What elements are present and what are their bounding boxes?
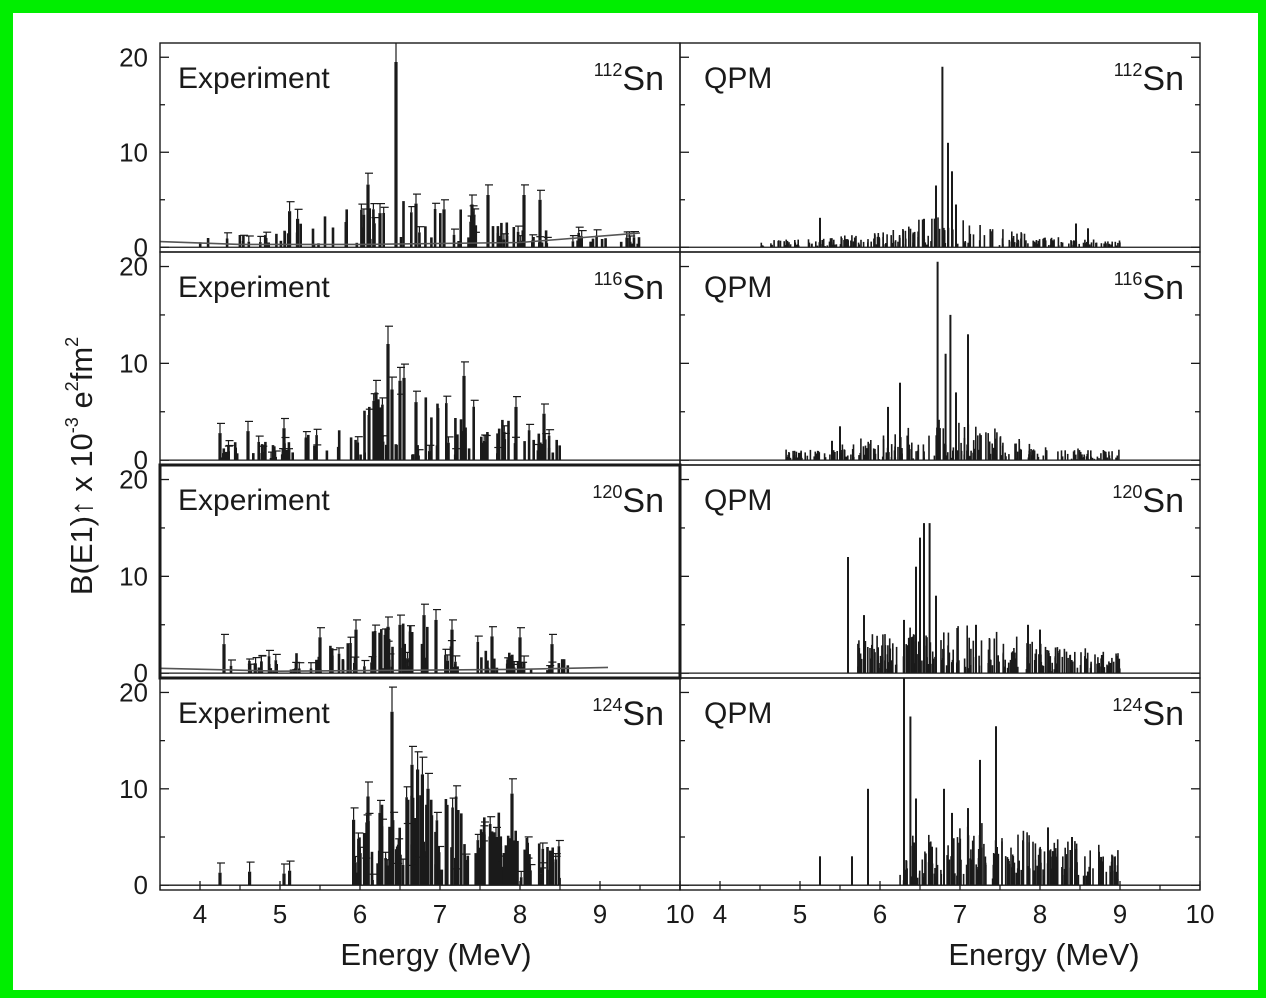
x-tick-label: 5 [273, 899, 287, 929]
panel-label: QPM [704, 484, 772, 517]
y-axis-title-part-2: x 10 [64, 433, 99, 500]
panel-border [679, 677, 1201, 891]
y-axis-title: B(E1)↑ x 10-3 e2fm2 [62, 337, 99, 595]
isotope-label: 112Sn [594, 60, 664, 98]
isotope-mass: 112 [594, 60, 623, 80]
y-axis-title-part-5: 2 [62, 381, 82, 391]
isotope-mass: 120 [592, 482, 622, 502]
isotope-mass: 124 [1112, 695, 1142, 715]
y-tick-label: 20 [119, 677, 148, 707]
background-curve [160, 666, 609, 673]
panel-label: Experiment [178, 697, 330, 730]
x-tick-label: 9 [593, 899, 607, 929]
panel-exp-124: 0 10 20 4 5 6 7 8 9 10 Experiment 124Sn [119, 677, 694, 929]
stick-spectrum [847, 523, 1121, 674]
y-axis-title-part-0: B(E1) [64, 516, 99, 595]
y-axis-title-part-7: 2 [62, 337, 82, 347]
x-tick-label: 8 [513, 899, 527, 929]
isotope-mass: 112 [1114, 60, 1143, 80]
isotope-element: Sn [622, 269, 664, 307]
y-tick-label: 20 [119, 465, 148, 495]
y-tick-label: 10 [119, 561, 148, 591]
background-curve [160, 232, 641, 246]
isotope-label: 112Sn [1114, 60, 1184, 98]
isotope-element: Sn [622, 695, 664, 733]
panel-exp-112: 0 10 20 Experiment 112Sn [119, 42, 681, 262]
panel-label: Experiment [178, 62, 330, 95]
panel-label: QPM [704, 271, 772, 304]
y-tick-label: 20 [119, 252, 148, 282]
x-tick-label: 10 [1186, 899, 1215, 929]
isotope-label: 124Sn [1112, 695, 1184, 733]
isotope-element: Sn [1142, 695, 1184, 733]
x-tick-label: 7 [953, 899, 967, 929]
x-tick-label: 7 [433, 899, 447, 929]
isotope-label: 116Sn [594, 269, 664, 307]
y-axis-title-part-4: e [64, 391, 99, 417]
x-tick-label: 6 [353, 899, 367, 929]
stick-spectrum [160, 603, 609, 674]
isotope-label: 120Sn [592, 482, 664, 520]
y-tick-label: 20 [119, 42, 148, 72]
stick-spectrum [819, 678, 1119, 886]
y-tick-label: 0 [134, 445, 148, 475]
xlabel-right: Energy (MeV) [948, 937, 1139, 972]
isotope-mass: 124 [592, 695, 622, 715]
isotope-element: Sn [1142, 60, 1184, 98]
panel-qpm-116: QPM 116Sn [679, 251, 1201, 466]
y-tick-label: 0 [134, 870, 148, 900]
x-tick-label: 5 [793, 899, 807, 929]
stick-spectrum [760, 66, 1121, 248]
x-tick-label: 9 [1113, 899, 1127, 929]
xlabel-left: Energy (MeV) [340, 937, 531, 972]
x-tick-label: 8 [1033, 899, 1047, 929]
panel-exp-116: 0 10 20 Experiment 116Sn [119, 251, 681, 475]
x-tick-label: 10 [666, 899, 695, 929]
x-tick-label: 4 [193, 899, 207, 929]
isotope-element: Sn [1142, 482, 1184, 520]
stick-spectrum [160, 43, 641, 248]
panel-qpm-112: QPM 112Sn [679, 42, 1201, 253]
panel-qpm-124: 4 5 6 7 8 9 10 QPM 124Sn [679, 677, 1215, 929]
isotope-mass: 116 [1114, 269, 1143, 289]
isotope-label: 120Sn [1112, 482, 1184, 520]
y-axis-title-part-3: -3 [62, 417, 82, 433]
y-tick-label: 0 [134, 232, 148, 262]
panel-label: QPM [704, 697, 772, 730]
y-axis-title-part-6: fm [64, 347, 99, 381]
x-tick-label: 4 [713, 899, 727, 929]
isotope-mass: 120 [1112, 482, 1142, 502]
isotope-element: Sn [622, 60, 664, 98]
panel-label: Experiment [178, 271, 330, 304]
y-tick-label: 10 [119, 774, 148, 804]
panel-label: Experiment [178, 484, 330, 517]
panel-exp-120: 0 10 20 Experiment 120Sn [119, 463, 682, 688]
stick-spectrum [785, 261, 1120, 461]
panel-qpm-120: QPM 120Sn [679, 464, 1201, 679]
isotope-element: Sn [1142, 269, 1184, 307]
y-axis-title-part-1: ↑ [64, 500, 99, 516]
isotope-label: 116Sn [1114, 269, 1184, 307]
y-tick-label: 0 [134, 658, 148, 688]
stick-spectrum [217, 686, 564, 886]
y-tick-label: 10 [119, 137, 148, 167]
y-tick-label: 10 [119, 348, 148, 378]
x-tick-label: 6 [873, 899, 887, 929]
isotope-element: Sn [622, 482, 664, 520]
panel-label: QPM [704, 62, 772, 95]
isotope-mass: 116 [594, 269, 623, 289]
stick-spectrum [217, 325, 562, 461]
isotope-label: 124Sn [592, 695, 664, 733]
